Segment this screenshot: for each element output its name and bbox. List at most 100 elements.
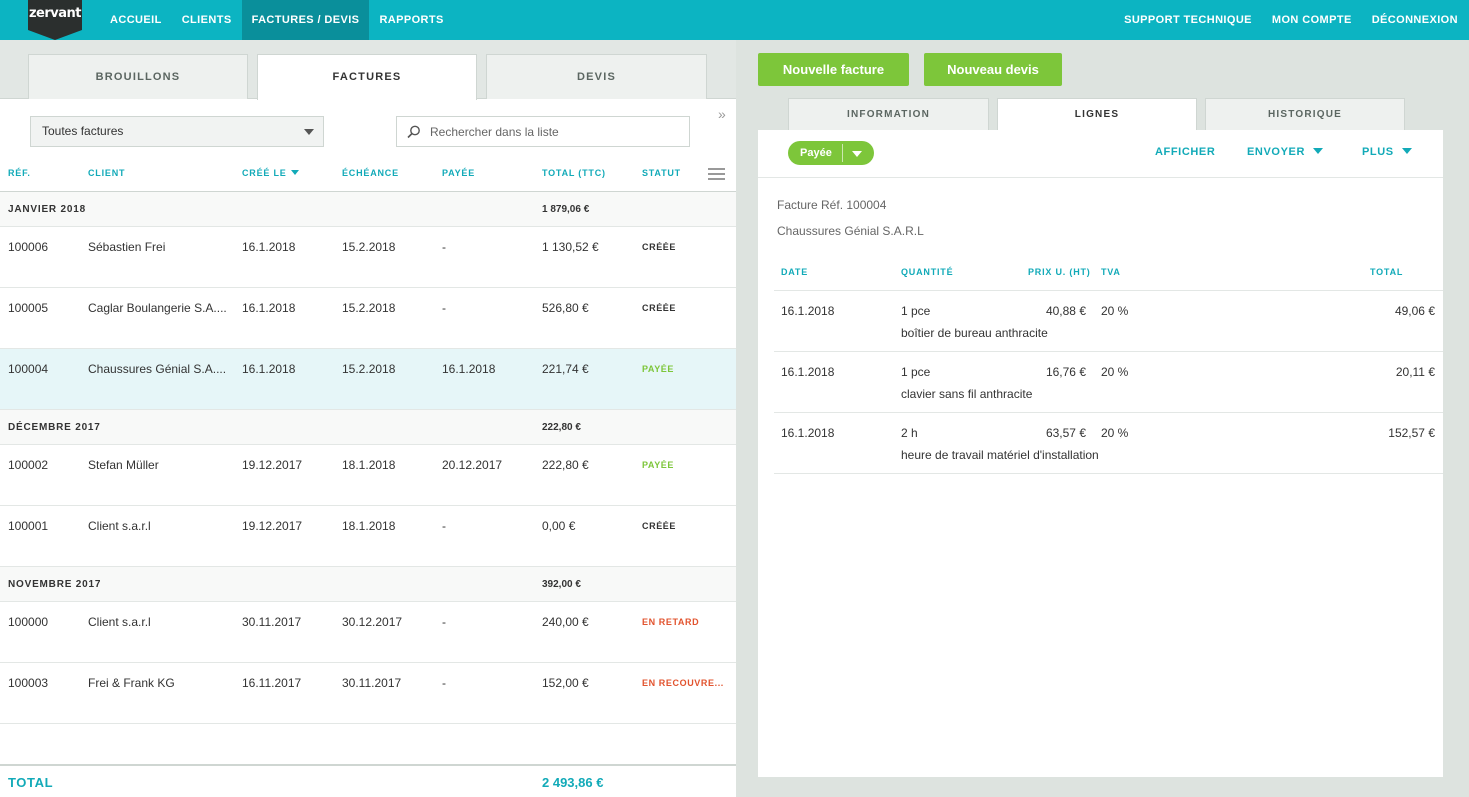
cell-ref: 100002 bbox=[8, 458, 49, 472]
group-total: 222,80 € bbox=[542, 422, 581, 433]
top-navigation-bar: zervant ACCUEIL CLIENTS FACTURES / DEVIS… bbox=[0, 0, 1469, 40]
cell-total: 152,00 € bbox=[542, 676, 589, 690]
nav-clients[interactable]: CLIENTS bbox=[181, 14, 232, 26]
invoice-line[interactable]: 16.1.2018 2 h 63,57 € 20 % 152,57 € heure de … bbox=[774, 413, 1443, 474]
collapse-panel-icon[interactable]: » bbox=[718, 106, 726, 122]
status-badge: EN RECOUVRE... bbox=[642, 678, 724, 688]
invoice-filter-select[interactable]: Toutes factures bbox=[30, 116, 324, 147]
logo-shield-icon bbox=[28, 0, 82, 40]
cell-client: Client s.a.r.l bbox=[88, 615, 151, 629]
cell-created: 16.1.2018 bbox=[242, 240, 296, 254]
nav-support[interactable]: SUPPORT TECHNIQUE bbox=[1124, 14, 1252, 26]
col-created-label: CRÉÉ LE bbox=[242, 168, 287, 178]
cell-ref: 100001 bbox=[8, 519, 49, 533]
invoice-line[interactable]: 16.1.2018 1 pce 40,88 € 20 % 49,06 € boîtier … bbox=[774, 291, 1443, 352]
table-row[interactable]: 100006 Sébastien Frei 16.1.2018 15.2.2018 - 1… bbox=[0, 227, 736, 288]
col-paid[interactable]: PAYÉE bbox=[442, 168, 476, 178]
table-row[interactable]: 100005 Caglar Boulangerie S.A.... 16.1.201… bbox=[0, 288, 736, 349]
col-due[interactable]: ÉCHÉANCE bbox=[342, 168, 399, 178]
new-invoice-button[interactable]: Nouvelle facture bbox=[758, 53, 909, 86]
invoice-ref: Facture Réf. 100004 bbox=[777, 198, 887, 212]
col-created[interactable]: CRÉÉ LE bbox=[242, 168, 299, 178]
cell-due: 15.2.2018 bbox=[342, 301, 396, 315]
cell-total: 221,74 € bbox=[542, 362, 589, 376]
line-col-date: DATE bbox=[781, 267, 809, 277]
nav-deconnexion[interactable]: DÉCONNEXION bbox=[1371, 14, 1458, 26]
cell-total: 1 130,52 € bbox=[542, 240, 599, 254]
cell-ref: 100005 bbox=[8, 301, 49, 315]
show-button[interactable]: AFFICHER bbox=[1155, 146, 1216, 158]
invoice-list-pane: BROUILLONS FACTURES DEVIS Toutes facture… bbox=[0, 40, 736, 797]
cell-client: Client s.a.r.l bbox=[88, 519, 151, 533]
list-total-row: TOTAL 2 493,86 € bbox=[0, 764, 736, 797]
cell-created: 16.1.2018 bbox=[242, 362, 296, 376]
table-row[interactable]: 100000 Client s.a.r.l 30.11.2017 30.12.2017… bbox=[0, 602, 736, 663]
search-input[interactable] bbox=[430, 118, 680, 145]
line-date: 16.1.2018 bbox=[781, 426, 835, 440]
search-icon bbox=[407, 125, 420, 139]
tab-brouillons[interactable]: BROUILLONS bbox=[28, 54, 248, 99]
cell-paid: - bbox=[442, 301, 446, 315]
status-badge: CRÉÉE bbox=[642, 303, 677, 313]
cell-total: 0,00 € bbox=[542, 519, 576, 533]
nav-factures-devis[interactable]: FACTURES / DEVIS bbox=[241, 0, 370, 40]
divider bbox=[758, 177, 1443, 178]
nav-rapports[interactable]: RAPPORTS bbox=[379, 14, 444, 26]
line-price: 40,88 € bbox=[1045, 304, 1086, 318]
cell-total: 526,80 € bbox=[542, 301, 589, 315]
tab-historique[interactable]: HISTORIQUE bbox=[1205, 98, 1405, 130]
filter-value: Toutes factures bbox=[42, 124, 124, 138]
nav-mon-compte[interactable]: MON COMPTE bbox=[1271, 14, 1352, 26]
tab-lignes[interactable]: LIGNES bbox=[997, 98, 1197, 131]
cell-client: Frei & Frank KG bbox=[88, 676, 175, 690]
status-badge: EN RETARD bbox=[642, 617, 700, 627]
cell-created: 19.12.2017 bbox=[242, 458, 303, 472]
new-quote-button[interactable]: Nouveau devis bbox=[924, 53, 1062, 86]
list-tabs-bar: BROUILLONS FACTURES DEVIS bbox=[0, 40, 736, 100]
group-total: 1 879,06 € bbox=[542, 204, 590, 215]
table-row[interactable]: 100002 Stefan Müller 19.12.2017 18.1.2018 20… bbox=[0, 445, 736, 506]
line-total: 152,57 € bbox=[1388, 426, 1435, 440]
line-date: 16.1.2018 bbox=[781, 365, 835, 379]
cell-created: 16.11.2017 bbox=[242, 676, 302, 690]
account-nav: SUPPORT TECHNIQUE MON COMPTE DÉCONNEXION bbox=[1114, 0, 1468, 40]
chevron-down-icon bbox=[852, 151, 862, 157]
table-row[interactable]: 100003 Frei & Frank KG 16.11.2017 30.11.201… bbox=[0, 663, 736, 724]
tab-factures[interactable]: FACTURES bbox=[257, 54, 477, 100]
cell-due: 15.2.2018 bbox=[342, 240, 396, 254]
list-header: RÉF. CLIENT CRÉÉ LE ÉCHÉANCE PAYÉE TOTAL… bbox=[0, 158, 736, 192]
status-dropdown[interactable]: Payée bbox=[788, 141, 874, 165]
group-label: NOVEMBRE 2017 bbox=[8, 579, 102, 590]
more-label: PLUS bbox=[1362, 146, 1394, 158]
line-vat: 20 % bbox=[1101, 304, 1129, 318]
group-total: 392,00 € bbox=[542, 579, 581, 590]
cell-client: Caglar Boulangerie S.A.... bbox=[88, 301, 227, 315]
zervant-logo[interactable]: zervant bbox=[28, 0, 82, 40]
cell-due: 15.2.2018 bbox=[342, 362, 396, 376]
col-total[interactable]: TOTAL (TTC) bbox=[542, 168, 606, 178]
total-label: TOTAL bbox=[8, 775, 54, 790]
chevron-down-icon bbox=[1313, 148, 1323, 154]
status-badge: PAYÉE bbox=[642, 364, 675, 374]
line-qty: 1 pce bbox=[901, 365, 931, 379]
more-dropdown[interactable]: PLUS bbox=[1362, 146, 1412, 158]
line-desc: boîtier de bureau anthracite bbox=[901, 326, 1048, 340]
table-row[interactable]: 100004 Chaussures Génial S.A.... 16.1.2018… bbox=[0, 349, 736, 410]
tab-information[interactable]: INFORMATION bbox=[788, 98, 989, 130]
nav-accueil[interactable]: ACCUEIL bbox=[110, 14, 162, 26]
line-col-qty: QUANTITÉ bbox=[901, 267, 954, 277]
column-menu-icon[interactable] bbox=[708, 168, 725, 180]
logo-text: zervant bbox=[28, 6, 82, 21]
tab-devis[interactable]: DEVIS bbox=[486, 54, 707, 99]
col-ref[interactable]: RÉF. bbox=[8, 168, 31, 178]
line-price: 63,57 € bbox=[1045, 426, 1086, 440]
line-col-total: TOTAL bbox=[1370, 267, 1404, 277]
col-status[interactable]: STATUT bbox=[642, 168, 681, 178]
cell-ref: 100003 bbox=[8, 676, 49, 690]
send-dropdown[interactable]: ENVOYER bbox=[1247, 146, 1323, 158]
col-client[interactable]: CLIENT bbox=[88, 168, 126, 178]
cell-due: 18.1.2018 bbox=[342, 519, 396, 533]
cell-client: Stefan Müller bbox=[88, 458, 159, 472]
invoice-line[interactable]: 16.1.2018 1 pce 16,76 € 20 % 20,11 € clavier … bbox=[774, 352, 1443, 413]
table-row[interactable]: 100001 Client s.a.r.l 19.12.2017 18.1.2018 -… bbox=[0, 506, 736, 567]
